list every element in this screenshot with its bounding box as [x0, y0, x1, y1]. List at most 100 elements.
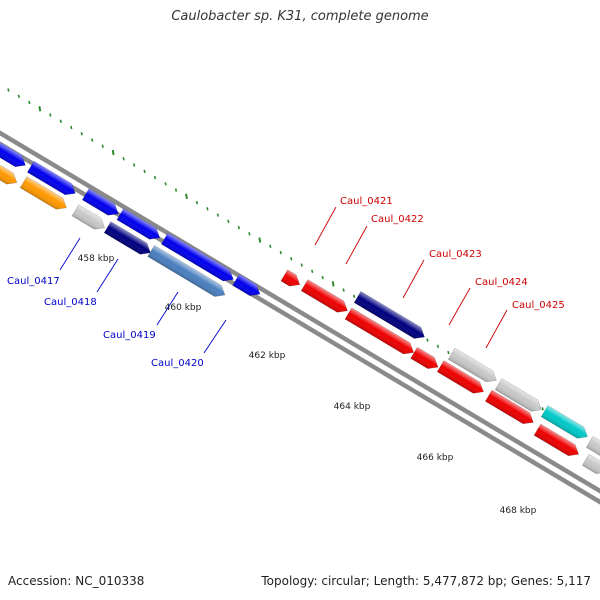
- gene-arrow: [160, 232, 234, 282]
- gene-arrow: [71, 204, 106, 230]
- page-title: Caulobacter sp. K31, complete genome: [171, 9, 429, 24]
- genome-summary-text: Topology: circular; Length: 5,477,872 bp…: [261, 574, 591, 588]
- minor-tick: [17, 94, 21, 98]
- gene-label-caul-0420: Caul_0420: [151, 358, 204, 369]
- gene-arrow-shading: [0, 141, 26, 167]
- gene-arrow-shading: [582, 454, 600, 474]
- gene-arrow-shading: [232, 274, 261, 296]
- scale-label: 460 kbp: [165, 303, 202, 313]
- gene-arrow-shading: [485, 390, 534, 424]
- scale-label: 458 kbp: [78, 254, 115, 264]
- scale-label: 468 kbp: [500, 506, 537, 516]
- backbone-outer-line: [0, 130, 600, 494]
- minor-tick: [352, 294, 356, 299]
- minor-tick: [132, 163, 136, 167]
- gene-arrow: [581, 453, 600, 474]
- gene-arrow: [147, 244, 226, 297]
- minor-tick: [91, 138, 94, 142]
- gene-arrow: [533, 423, 580, 457]
- gene-arrow: [540, 405, 588, 439]
- minor-tick: [311, 269, 314, 274]
- leader-line: [485, 309, 508, 349]
- minor-tick: [101, 144, 104, 148]
- gene-arrow-shading: [448, 348, 497, 382]
- gene-arrow: [494, 378, 542, 412]
- minor-tick: [290, 257, 293, 261]
- gene-label-caul-0419: Caul_0419: [103, 330, 156, 341]
- gene-arrow: [447, 347, 497, 383]
- gene-arrow: [81, 188, 119, 216]
- minor-tick: [206, 207, 209, 211]
- minor-tick: [122, 157, 125, 161]
- gene-labels: Caul_0417 Caul_0418 Caul_0419 Caul_0420 …: [7, 196, 565, 369]
- major-tick: [258, 237, 262, 243]
- minor-tick: [28, 100, 31, 105]
- leader-line: [345, 225, 368, 265]
- gene-arrow: [26, 160, 76, 196]
- minor-tick: [300, 263, 303, 267]
- minor-tick: [237, 225, 241, 230]
- gene-arrow: [353, 291, 425, 339]
- gene-arrow-shading: [437, 360, 484, 394]
- major-tick: [331, 281, 335, 287]
- gene-arrow-shading: [0, 161, 17, 185]
- leader-line: [448, 287, 471, 326]
- gene-arrow: [19, 176, 67, 210]
- minor-tick: [541, 407, 544, 411]
- minor-tick: [7, 88, 10, 92]
- scale-labels: 458 kbp 460 kbp 462 kbp 464 kbp 466 kbp …: [78, 254, 537, 516]
- minor-tick: [49, 113, 52, 117]
- gene-arrow-shading: [534, 424, 579, 456]
- gene-arrow-shading: [72, 204, 105, 230]
- leader-line: [156, 291, 179, 326]
- gene-arrow-shading: [354, 291, 425, 339]
- gene-arrow: [116, 208, 161, 240]
- scale-label: 464 kbp: [334, 402, 371, 412]
- gene-arrow: [585, 435, 600, 456]
- minor-tick: [143, 169, 146, 173]
- genome-backbone: [0, 130, 600, 505]
- minor-tick: [227, 219, 230, 223]
- gene-arrow: [300, 279, 348, 313]
- gene-arrow-shading: [82, 188, 119, 216]
- gene-label-caul-0423: Caul_0423: [429, 249, 482, 260]
- gene-label-caul-0421: Caul_0421: [340, 196, 393, 207]
- major-tick: [185, 193, 188, 199]
- minor-tick: [269, 244, 272, 249]
- leader-line: [402, 259, 425, 299]
- leader-line: [96, 258, 119, 293]
- gene-arrow: [344, 307, 415, 355]
- gene-arrow-shading: [410, 347, 439, 369]
- leader-line: [59, 237, 81, 271]
- gene-arrow-shading: [27, 161, 76, 195]
- leader-line: [203, 319, 227, 354]
- gene-arrow: [0, 140, 26, 168]
- minor-tick: [70, 125, 73, 130]
- minor-tick: [279, 250, 282, 255]
- gene-arrow-shading: [345, 307, 414, 354]
- gene-label-caul-0424: Caul_0424: [475, 277, 528, 288]
- minor-tick: [174, 188, 178, 192]
- gene-arrow-shading: [161, 232, 234, 281]
- gene-label-caul-0418: Caul_0418: [44, 297, 97, 308]
- gene-arrow-shading: [116, 208, 160, 240]
- major-tick: [38, 106, 42, 112]
- gene-arrow: [0, 161, 18, 185]
- gene-arrow: [410, 346, 439, 369]
- minor-tick: [447, 350, 450, 355]
- gene-features: [0, 140, 600, 474]
- gene-arrow: [280, 269, 301, 287]
- minor-tick: [59, 119, 62, 123]
- minor-tick: [153, 175, 157, 180]
- minor-tick: [321, 275, 324, 280]
- scale-label: 462 kbp: [249, 351, 286, 361]
- gene-arrow-shading: [104, 221, 151, 255]
- gene-arrow-shading: [301, 279, 348, 313]
- minor-tick: [248, 232, 251, 236]
- accession-text: Accession: NC_010338: [8, 574, 145, 588]
- leader-line: [314, 206, 337, 246]
- scale-label: 466 kbp: [417, 453, 454, 463]
- gene-arrow-shading: [20, 176, 67, 210]
